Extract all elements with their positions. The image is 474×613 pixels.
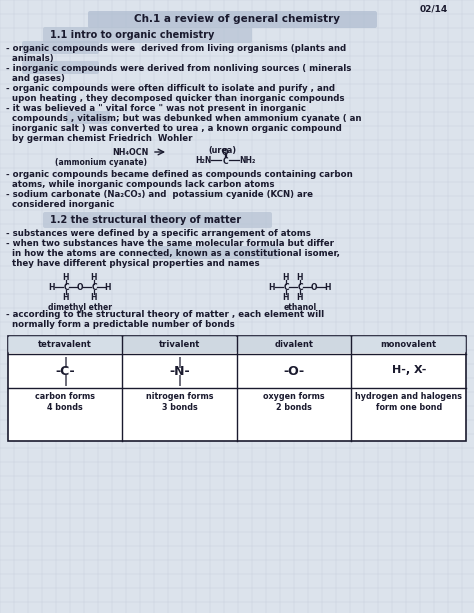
Text: by german chemist Friedrich  Wohler: by german chemist Friedrich Wohler <box>6 134 192 143</box>
Text: oxygen forms: oxygen forms <box>264 392 325 401</box>
Text: C: C <box>91 283 97 292</box>
FancyBboxPatch shape <box>88 11 377 28</box>
Text: - organic compounds became defined as compounds containing carbon: - organic compounds became defined as co… <box>6 170 353 179</box>
Text: H: H <box>91 292 97 302</box>
Text: - organic compounds were  derived from living organisms (plants and: - organic compounds were derived from li… <box>6 44 346 53</box>
Text: normally form a predictable number of bonds: normally form a predictable number of bo… <box>6 320 235 329</box>
Text: NH₄OCN: NH₄OCN <box>112 148 148 157</box>
Text: H₂N: H₂N <box>195 156 211 165</box>
Text: nitrogen forms: nitrogen forms <box>146 392 213 401</box>
Text: (ammonium cyanate): (ammonium cyanate) <box>55 158 147 167</box>
Text: |: | <box>178 375 182 386</box>
Text: -O-: -O- <box>283 365 305 378</box>
Text: monovalent: monovalent <box>381 340 437 349</box>
Text: H: H <box>297 273 303 281</box>
Text: H: H <box>63 292 69 302</box>
Text: H: H <box>283 292 289 302</box>
Text: H: H <box>283 273 289 281</box>
Text: -N-: -N- <box>169 365 190 378</box>
FancyBboxPatch shape <box>122 336 237 353</box>
FancyBboxPatch shape <box>66 111 110 124</box>
FancyBboxPatch shape <box>352 336 466 353</box>
Text: in how the atoms are connected, known as a constitutional isomer,: in how the atoms are connected, known as… <box>6 249 340 258</box>
Text: inorganic salt ) was converted to urea , a known organic compound: inorganic salt ) was converted to urea ,… <box>6 124 342 133</box>
Text: NH₂: NH₂ <box>239 156 255 165</box>
FancyBboxPatch shape <box>237 336 352 353</box>
Text: (urea): (urea) <box>208 146 236 155</box>
Text: - when two substances have the same molecular formula but differ: - when two substances have the same mole… <box>6 239 334 248</box>
Text: -C-: -C- <box>55 365 75 378</box>
Text: - inorganic compounds were derived from nonliving sources ( minerals: - inorganic compounds were derived from … <box>6 64 351 73</box>
Text: ethanol: ethanol <box>283 303 317 312</box>
Text: 2 bonds: 2 bonds <box>276 403 312 412</box>
Text: C: C <box>297 283 303 292</box>
FancyBboxPatch shape <box>43 27 252 43</box>
Text: atoms, while inorganic compounds lack carbon atoms: atoms, while inorganic compounds lack ca… <box>6 180 274 189</box>
FancyBboxPatch shape <box>22 41 99 54</box>
Text: form one bond: form one bond <box>375 403 442 412</box>
Text: - sodium carbonate (Na₂CO₃) and  potassium cyanide (KCN) are: - sodium carbonate (Na₂CO₃) and potassiu… <box>6 190 313 199</box>
FancyBboxPatch shape <box>43 212 272 228</box>
Text: - substances were defined by a specific arrangement of atoms: - substances were defined by a specific … <box>6 229 311 238</box>
Text: C: C <box>283 283 289 292</box>
Text: |: | <box>63 357 67 368</box>
Text: O: O <box>77 283 83 292</box>
Bar <box>8 336 466 441</box>
Text: H: H <box>325 283 331 292</box>
Text: 1.2 the structural theory of matter: 1.2 the structural theory of matter <box>50 215 241 225</box>
Text: 4 bonds: 4 bonds <box>47 403 83 412</box>
Text: and gases): and gases) <box>6 74 65 83</box>
Text: tetravalent: tetravalent <box>38 340 92 349</box>
Text: H: H <box>269 283 275 292</box>
Text: dimethyl ether: dimethyl ether <box>48 303 112 312</box>
FancyBboxPatch shape <box>150 246 279 259</box>
Text: divalent: divalent <box>275 340 314 349</box>
Text: compounds , vitalism; but was debunked when ammonium cyanate ( an: compounds , vitalism; but was debunked w… <box>6 114 362 123</box>
Text: - it was believed a " vital force " was not present in inorganic: - it was believed a " vital force " was … <box>6 104 306 113</box>
Text: H: H <box>105 283 111 292</box>
Text: H: H <box>49 283 55 292</box>
Text: O: O <box>311 283 317 292</box>
Text: upon heating , they decomposed quicker than inorganic compounds: upon heating , they decomposed quicker t… <box>6 94 345 103</box>
Text: Ch.1 a review of general chemistry: Ch.1 a review of general chemistry <box>134 14 340 24</box>
FancyBboxPatch shape <box>8 336 122 353</box>
Text: they have different physical properties and names: they have different physical properties … <box>6 259 260 268</box>
Text: 02/14: 02/14 <box>420 4 448 13</box>
Text: animals): animals) <box>6 54 54 63</box>
Text: C: C <box>63 283 69 292</box>
Text: trivalent: trivalent <box>159 340 201 349</box>
Text: carbon forms: carbon forms <box>35 392 95 401</box>
Text: H: H <box>297 292 303 302</box>
FancyBboxPatch shape <box>22 61 99 74</box>
Text: - organic compounds were often difficult to isolate and purify , and: - organic compounds were often difficult… <box>6 84 335 93</box>
Text: O: O <box>222 148 228 157</box>
Text: 1.1 intro to organic chemistry: 1.1 intro to organic chemistry <box>50 30 214 40</box>
Text: H: H <box>91 273 97 281</box>
Text: considered inorganic: considered inorganic <box>6 200 114 209</box>
Text: H: H <box>63 273 69 281</box>
Text: |: | <box>63 375 67 386</box>
Text: C: C <box>222 157 228 166</box>
Text: 3 bonds: 3 bonds <box>162 403 198 412</box>
Text: hydrogen and halogens: hydrogen and halogens <box>355 392 462 401</box>
Text: - according to the structural theory of matter , each element will: - according to the structural theory of … <box>6 310 324 319</box>
Text: |: | <box>178 357 182 368</box>
Text: H-, X-: H-, X- <box>392 365 426 375</box>
